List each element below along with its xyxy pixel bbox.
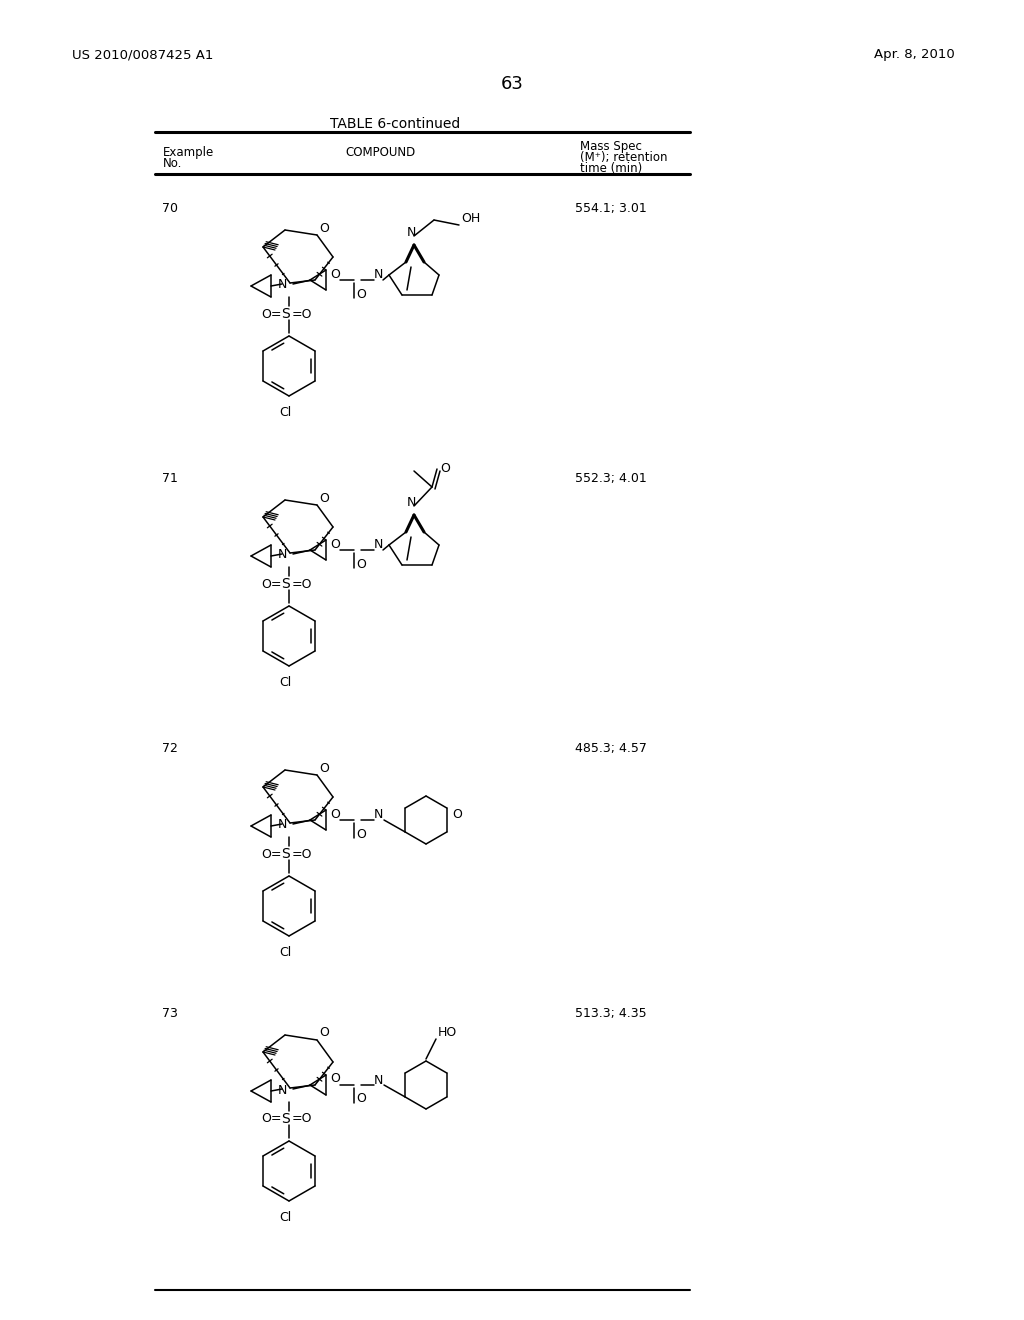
Text: Cl: Cl bbox=[279, 676, 291, 689]
Text: S: S bbox=[281, 308, 290, 321]
Text: OH: OH bbox=[461, 213, 480, 226]
Text: O: O bbox=[319, 222, 329, 235]
Text: 485.3; 4.57: 485.3; 4.57 bbox=[575, 742, 647, 755]
Text: N: N bbox=[278, 1084, 287, 1097]
Text: O: O bbox=[319, 762, 329, 775]
Text: US 2010/0087425 A1: US 2010/0087425 A1 bbox=[72, 48, 213, 61]
Text: N: N bbox=[374, 268, 383, 281]
Text: 513.3; 4.35: 513.3; 4.35 bbox=[575, 1007, 646, 1020]
Text: O: O bbox=[330, 808, 340, 821]
Text: 552.3; 4.01: 552.3; 4.01 bbox=[575, 473, 647, 484]
Text: N: N bbox=[278, 818, 287, 832]
Text: N: N bbox=[407, 496, 416, 510]
Text: time (min): time (min) bbox=[580, 162, 642, 176]
Text: HO: HO bbox=[438, 1027, 458, 1040]
Text: O: O bbox=[452, 808, 462, 821]
Text: S: S bbox=[281, 847, 290, 861]
Text: N: N bbox=[374, 1073, 383, 1086]
Text: O: O bbox=[330, 1072, 340, 1085]
Text: Cl: Cl bbox=[279, 407, 291, 418]
Text: Apr. 8, 2010: Apr. 8, 2010 bbox=[874, 48, 955, 61]
Text: S: S bbox=[281, 577, 290, 591]
Text: O: O bbox=[330, 268, 340, 281]
Text: O: O bbox=[319, 1027, 329, 1040]
Text: O: O bbox=[356, 1093, 366, 1106]
Text: O: O bbox=[356, 557, 366, 570]
Text: O=: O= bbox=[261, 847, 282, 861]
Text: (M⁺); retention: (M⁺); retention bbox=[580, 150, 668, 164]
Text: Cl: Cl bbox=[279, 1210, 291, 1224]
Text: O=: O= bbox=[261, 1113, 282, 1126]
Text: =O: =O bbox=[292, 578, 312, 590]
Text: 554.1; 3.01: 554.1; 3.01 bbox=[575, 202, 647, 215]
Text: N: N bbox=[278, 549, 287, 561]
Text: TABLE 6-continued: TABLE 6-continued bbox=[330, 117, 460, 131]
Text: 72: 72 bbox=[162, 742, 178, 755]
Text: O: O bbox=[440, 462, 450, 475]
Text: N: N bbox=[407, 227, 416, 239]
Text: N: N bbox=[374, 808, 383, 821]
Text: COMPOUND: COMPOUND bbox=[345, 147, 415, 158]
Text: =O: =O bbox=[292, 847, 312, 861]
Text: N: N bbox=[278, 279, 287, 292]
Text: 70: 70 bbox=[162, 202, 178, 215]
Text: =O: =O bbox=[292, 1113, 312, 1126]
Text: 63: 63 bbox=[501, 75, 523, 92]
Text: 71: 71 bbox=[162, 473, 178, 484]
Text: O: O bbox=[356, 828, 366, 841]
Text: O=: O= bbox=[261, 308, 282, 321]
Text: =O: =O bbox=[292, 308, 312, 321]
Text: N: N bbox=[374, 539, 383, 552]
Text: Mass Spec: Mass Spec bbox=[580, 140, 642, 153]
Text: 73: 73 bbox=[162, 1007, 178, 1020]
Text: O: O bbox=[356, 288, 366, 301]
Text: Example: Example bbox=[163, 147, 214, 158]
Text: S: S bbox=[281, 1111, 290, 1126]
Text: Cl: Cl bbox=[279, 946, 291, 960]
Text: O: O bbox=[319, 491, 329, 504]
Text: No.: No. bbox=[163, 157, 182, 170]
Text: O: O bbox=[330, 537, 340, 550]
Text: O=: O= bbox=[261, 578, 282, 590]
